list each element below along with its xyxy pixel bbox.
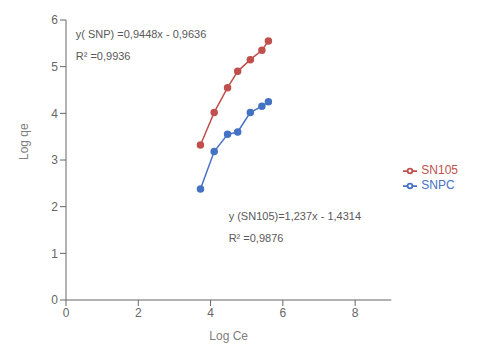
svg-text:6: 6 (51, 13, 58, 27)
svg-text:6: 6 (280, 306, 287, 320)
svg-text:y( SNP) =0,9448x - 0,9636: y( SNP) =0,9448x - 0,9636 (76, 28, 207, 40)
svg-text:4: 4 (51, 107, 58, 121)
svg-text:0: 0 (63, 306, 70, 320)
html-text:SN105: SN105 (421, 163, 458, 178)
svg-text:R² =0,9936: R² =0,9936 (76, 50, 131, 62)
svg-text:8: 8 (352, 306, 359, 320)
svg-text:3: 3 (51, 153, 58, 167)
svg-text:5: 5 (51, 60, 58, 74)
svg-text:R² =0,9876: R² =0,9876 (229, 232, 284, 244)
svg-text:1: 1 (51, 247, 58, 261)
svg-text:4: 4 (207, 306, 214, 320)
svg-text:2: 2 (51, 200, 58, 214)
html-text:SNPC: SNPC (421, 178, 455, 192)
svg-text:Log qe: Log qe (17, 123, 31, 160)
svg-text:0: 0 (51, 293, 58, 307)
svg-text:2: 2 (135, 306, 142, 320)
svg-text:y (SN105)=1,237x - 1,4314: y (SN105)=1,237x - 1,4314 (229, 210, 361, 222)
svg-text:Log Ce: Log Ce (209, 329, 248, 343)
